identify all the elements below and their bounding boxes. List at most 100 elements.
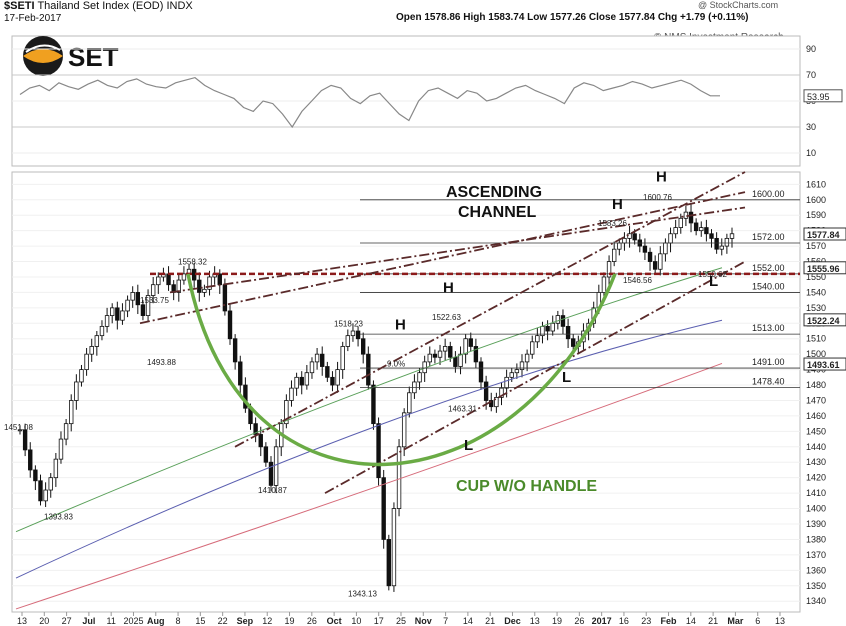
candle-body [376,423,381,479]
candle-body [535,335,540,343]
cup-title: CUP W/O HANDLE [456,478,597,495]
candle-body [458,353,463,367]
candle-body [335,369,340,386]
candle-body [401,412,407,448]
level-label: 1600.00 [752,189,785,199]
candle-body [99,325,105,337]
rsi-tick-label: 30 [806,122,816,132]
trough-marker-L: L [464,437,473,454]
price-tick-label: 1430 [806,457,826,467]
x-axis-label: 7 [443,616,448,626]
level-label: 1491.00 [752,357,785,367]
candle-body [145,295,151,316]
candle-body [427,353,432,363]
price-tick-label: 1440 [806,442,826,452]
price-tick-label: 1550 [806,272,826,282]
x-axis-label: Nov [415,616,432,626]
moving-average-line [15,319,723,579]
price-tick-label: 1390 [806,519,826,529]
price-value-label: 1518.23 [334,319,363,328]
x-axis-label: Aug [147,616,165,626]
channel-line [169,206,746,294]
candle-body [530,341,535,355]
candle-body [176,279,181,293]
symbol: $SETI [4,0,35,12]
candle-body [478,361,484,383]
x-axis-label: 2017 [592,616,612,626]
level-label: 1572.00 [752,232,785,242]
price-tick-label: 1510 [806,334,826,344]
price-tick-label: 1530 [806,303,826,313]
stockcharts-watermark: @ StockCharts.com [698,0,779,10]
candle-body [688,211,694,224]
trough-marker-L: L [562,369,571,386]
rsi-tick-label: 70 [806,70,816,80]
candle-body [84,353,89,371]
candle-body [714,237,719,250]
peak-marker-H: H [443,279,454,296]
candle-body [678,217,683,228]
candle-body [545,325,550,332]
rsi-tick-label: 10 [806,148,816,158]
candle-body [550,322,555,332]
candle-body [381,477,386,540]
rsi-last-value-box [803,89,843,103]
x-axis-label: Mar [727,616,744,626]
level-label: 1540.00 [752,281,785,291]
price-value-label: 1393.83 [44,512,73,521]
x-axis-label: 13 [17,616,27,626]
candle-body [17,429,23,432]
level-label: 1513.00 [752,323,785,333]
price-value-label: 1533.75 [140,296,169,305]
candle-body [22,429,28,451]
candle-body [273,446,279,486]
candle-body [350,330,356,337]
candle-body [724,237,730,247]
x-axis-label: 8 [176,616,181,626]
candle-body [729,233,735,239]
candle-body [571,338,576,347]
rsi-line [19,76,720,129]
candle-body [156,276,161,286]
channel-line [139,191,746,325]
candle-body [483,381,489,401]
x-axis-label: 21 [485,616,495,626]
x-axis-label: Feb [661,616,678,626]
x-axis-label: 17 [374,616,384,626]
candle-body [601,276,607,293]
candle-body [673,227,678,235]
candle-body [130,292,135,301]
x-axis-label: Oct [327,616,342,626]
candle-body [693,222,699,232]
x-axis-label: 25 [396,616,406,626]
set-logo-wave [23,49,63,63]
price-tick-label: 1420 [806,473,826,483]
x-axis-label: 27 [62,616,72,626]
x-axis-label: 19 [285,616,295,626]
price-tick-label: 1540 [806,287,826,297]
candle-body [309,361,315,374]
price-tick-label: 1500 [806,349,826,359]
price-tick-label: 1600 [806,195,826,205]
price-tick-label: 1350 [806,581,826,591]
price-tick-label: 1450 [806,426,826,436]
price-value-label: 1493.88 [147,358,176,367]
candle-body [325,366,330,378]
candle-body [243,384,248,409]
candle-body [197,279,202,293]
candle-body [166,273,171,286]
candle-body [263,446,269,463]
candle-body [110,307,115,316]
candle-body [150,284,156,296]
candle-body [253,423,258,435]
x-axis-label: Dec [504,616,521,626]
x-axis-label: 21 [708,616,718,626]
x-axis-label: 15 [195,616,205,626]
price-tick-label: 1480 [806,380,826,390]
candle-body [140,304,146,316]
peak-marker-H: H [395,316,406,333]
candle-body [289,387,294,401]
candle-body [658,253,663,270]
candle-body [104,315,110,327]
